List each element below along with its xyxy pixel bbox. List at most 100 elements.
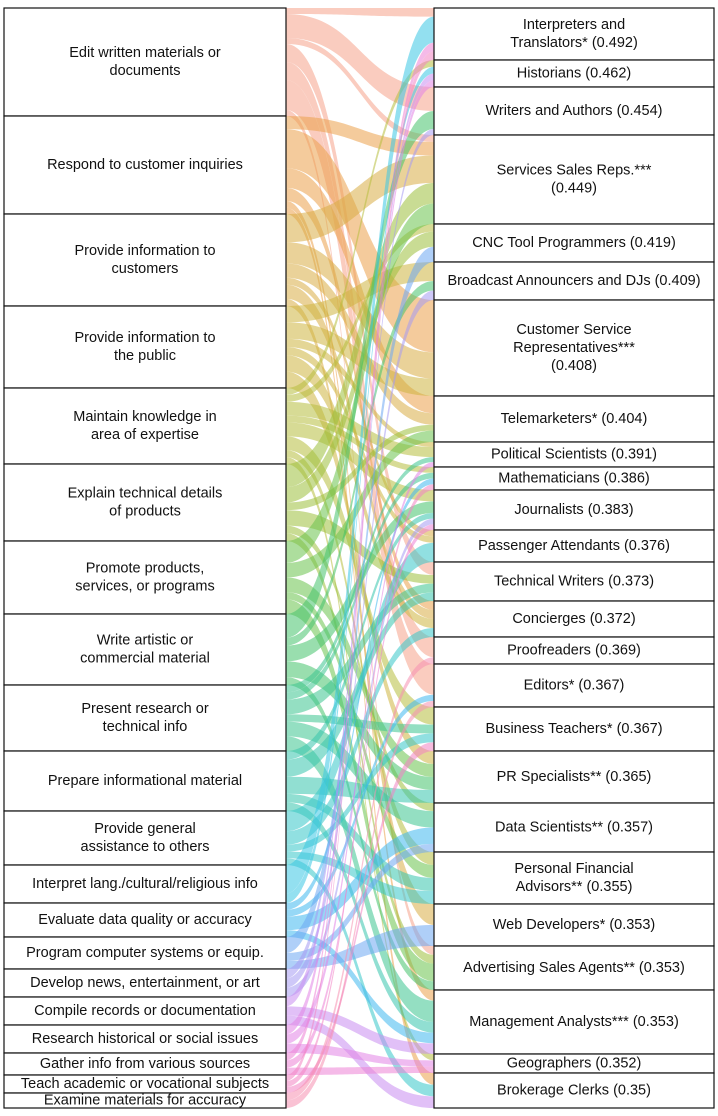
link-task-17-to-occupation-23: [286, 1066, 434, 1075]
task-node-4: [3, 387, 287, 465]
link-task-17-to-occupation-0: [286, 42, 434, 1061]
link-task-0-to-occupation-21: [286, 110, 434, 955]
link-task-2-to-occupation-11: [286, 277, 434, 537]
task-label-10-line-1: assistance to others: [81, 839, 210, 855]
task-label-3-line-1: the public: [114, 348, 176, 364]
occupation-nodes: Interpreters and Translators* (0.492) Hist…: [433, 7, 715, 1109]
link-task-7-to-occupation-2: [286, 111, 434, 638]
link-task-15-to-occupation-1: [286, 73, 434, 1007]
task-node-7: [3, 613, 287, 686]
link-task-10-to-occupation-13: [286, 628, 434, 845]
occupation-label-8-line-0: Political Scientists (0.391): [491, 447, 657, 463]
task-label-0-line-1: documents: [110, 63, 181, 79]
occupation-label-6-line-0: Customer Service: [516, 322, 631, 338]
occupation-label-20-line-0: Web Developers* (0.353): [493, 917, 656, 933]
task-label-4-line-1: area of expertise: [91, 427, 199, 443]
occupation-label-17-line-0: PR Specialists** (0.365): [497, 769, 652, 785]
task-label-7-line-0: Write artistic or: [97, 632, 194, 648]
link-task-5-to-occupation-18: [286, 525, 434, 812]
task-label-8-line-0: Present research or: [81, 701, 209, 717]
link-task-17-to-occupation-10: [286, 524, 434, 1068]
link-task-18-to-occupation-16: [286, 742, 434, 1093]
occupation-node-20: [433, 903, 715, 947]
task-label-9-line-0: Prepare informational material: [48, 773, 242, 789]
link-task-10-to-occupation-24: [286, 858, 434, 1097]
occupation-label-22-line-0: Management Analysts*** (0.353): [469, 1014, 679, 1030]
task-label-19-line-0: Examine materials for accuracy: [44, 1093, 247, 1109]
occupation-node-24: [433, 1072, 715, 1109]
occupation-label-19-line-0: Personal Financial: [514, 861, 633, 877]
link-task-19-to-occupation-15: [286, 700, 434, 1108]
link-task-8-to-occupation-9: [286, 472, 434, 700]
task-label-10-line-0: Provide general: [94, 821, 196, 837]
link-task-6-to-occupation-7: [286, 430, 434, 578]
task-label-18-line-0: Teach academic or vocational subjects: [21, 1076, 269, 1092]
occupation-label-3-line-1: (0.449): [551, 181, 597, 197]
task-node-6: [3, 540, 287, 615]
occupation-label-23-line-0: Geographers (0.352): [507, 1056, 642, 1072]
occupation-label-0-line-0: Interpreters and: [523, 17, 625, 33]
task-label-0-line-0: Edit written materials or: [69, 45, 221, 61]
task-node-2: [3, 213, 287, 307]
occupation-label-9-line-0: Mathematicians (0.386): [498, 471, 650, 487]
link-task-0-to-occupation-3: [286, 38, 434, 142]
link-task-12-to-occupation-22: [286, 930, 434, 1044]
occupation-label-12-line-0: Technical Writers (0.373): [494, 574, 654, 590]
link-task-3-to-occupation-13: [286, 355, 434, 628]
link-task-3-to-occupation-6: [286, 322, 434, 396]
link-task-14-to-occupation-5: [286, 290, 434, 988]
link-task-2-to-occupation-20: [286, 298, 434, 925]
task-node-19: [3, 1092, 287, 1109]
link-task-13-to-occupation-20: [286, 925, 434, 969]
occupation-node-4: [433, 223, 715, 263]
link-task-19-to-occupation-14: [286, 657, 434, 1101]
link-task-7-to-occupation-10: [286, 501, 434, 662]
occupation-node-10: [433, 489, 715, 531]
link-task-1-to-occupation-6: [286, 129, 434, 353]
task-label-6-line-1: services, or programs: [75, 579, 214, 595]
link-task-11-to-occupation-0: [286, 16, 434, 894]
link-task-1-to-occupation-13: [286, 187, 434, 610]
link-task-8-to-occupation-12: [286, 583, 434, 715]
task-node-13: [3, 936, 287, 970]
link-task-8-to-occupation-8: [286, 457, 434, 693]
occupation-node-18: [433, 802, 715, 853]
occupation-label-6-line-2: (0.408): [551, 358, 597, 374]
task-node-8: [3, 684, 287, 752]
task-label-2-line-0: Provide information to: [74, 243, 215, 259]
flow-links: [286, 8, 434, 1108]
task-label-2-line-1: customers: [112, 261, 179, 277]
task-label-16-line-0: Research historical or social issues: [32, 1031, 258, 1047]
occupation-node-8: [433, 441, 715, 468]
occupation-label-18-line-0: Data Scientists** (0.357): [495, 820, 653, 836]
occupation-node-22: [433, 989, 715, 1055]
link-task-15-to-occupation-24: [286, 1015, 434, 1108]
link-task-8-to-occupation-18: [286, 721, 434, 828]
task-node-5: [3, 463, 287, 542]
link-task-11-to-occupation-1: [286, 66, 434, 903]
occupation-node-0: [433, 7, 715, 61]
occupation-node-1: [433, 59, 715, 88]
occupation-label-0-line-1: Translators* (0.492): [510, 35, 638, 51]
occupation-label-15-line-0: Editors* (0.367): [524, 678, 625, 694]
task-node-11: [3, 864, 287, 904]
task-label-11-line-0: Interpret lang./cultural/religious info: [32, 876, 258, 892]
link-task-5-to-occupation-3: [286, 182, 434, 488]
link-task-13-to-occupation-4: [286, 246, 434, 954]
link-task-7-to-occupation-21: [286, 677, 434, 990]
task-label-17-line-0: Gather info from various sources: [40, 1056, 250, 1072]
occupation-label-16-line-0: Business Teachers* (0.367): [485, 721, 662, 737]
occupation-node-21: [433, 945, 715, 991]
task-node-15: [3, 996, 287, 1026]
occupation-node-17: [433, 750, 715, 804]
occupation-node-13: [433, 600, 715, 638]
link-task-4-to-occupation-1: [286, 60, 434, 395]
occupation-label-5-line-0: Broadcast Announcers and DJs (0.409): [447, 273, 700, 289]
link-task-4-to-occupation-8: [286, 401, 434, 457]
occupation-label-7-line-0: Telemarketers* (0.404): [501, 411, 648, 427]
link-task-3-to-occupation-5: [286, 262, 434, 323]
occupation-node-12: [433, 561, 715, 602]
task-label-7-line-1: commercial material: [80, 651, 210, 667]
task-label-13-line-0: Program computer systems or equip.: [26, 945, 264, 961]
